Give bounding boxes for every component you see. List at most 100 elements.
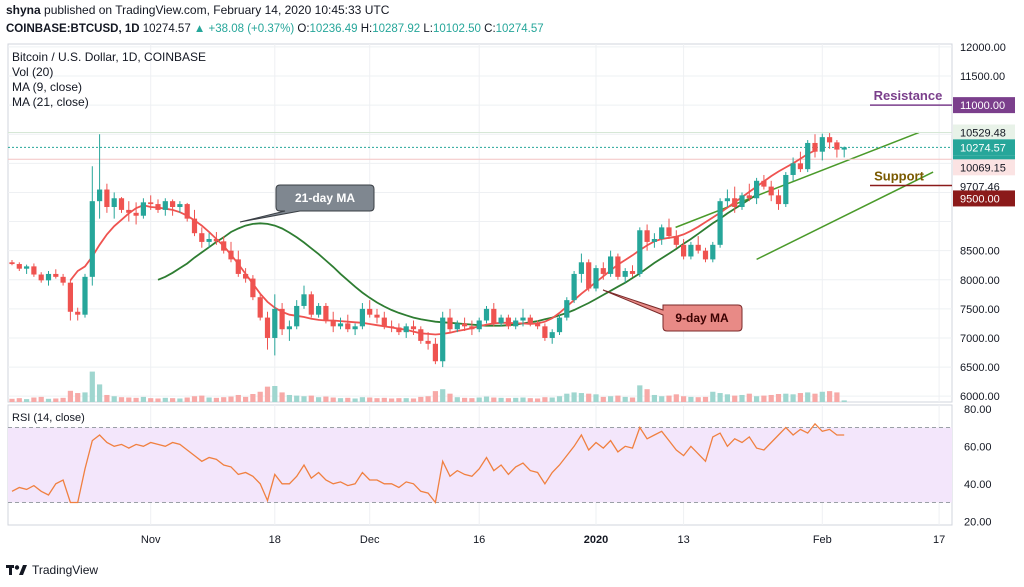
volume-bar bbox=[812, 393, 818, 402]
volume-bar bbox=[775, 394, 782, 402]
candle-body bbox=[126, 209, 132, 213]
candle-body bbox=[754, 180, 760, 199]
volume-bar bbox=[221, 397, 227, 402]
volume-bar bbox=[505, 398, 511, 402]
time-tick-label: 17 bbox=[933, 534, 945, 546]
volume-bar bbox=[308, 395, 314, 402]
rsi-legend: RSI (14, close) bbox=[12, 412, 85, 424]
volume-bar bbox=[126, 397, 132, 402]
volume-bar bbox=[746, 393, 752, 402]
candle-body bbox=[549, 332, 555, 338]
volume-bar bbox=[67, 390, 73, 402]
volume-bar bbox=[213, 397, 219, 402]
candle-body bbox=[140, 202, 146, 216]
candle-body bbox=[819, 137, 825, 152]
ma21-callout-box bbox=[239, 184, 375, 223]
volume-bar bbox=[447, 393, 453, 402]
volume-bar bbox=[666, 395, 672, 402]
volume-bar bbox=[469, 398, 475, 402]
candle-body bbox=[673, 236, 679, 245]
candle-body bbox=[688, 244, 694, 257]
candle-body bbox=[841, 147, 847, 150]
candle-body bbox=[542, 326, 548, 338]
candle-body bbox=[272, 308, 278, 338]
volume-bar bbox=[352, 398, 358, 402]
candle-body bbox=[235, 259, 241, 274]
up-triangle-icon: ▲ bbox=[193, 23, 206, 35]
candle-body bbox=[681, 244, 687, 257]
rsi-band bbox=[8, 427, 952, 503]
volume-bar bbox=[272, 386, 278, 402]
volume-bar bbox=[695, 397, 701, 402]
symbol-label: COINBASE:BTCUSD, 1D bbox=[6, 23, 140, 35]
candle-body bbox=[695, 244, 701, 251]
rsi-tick-label: 40.00 bbox=[964, 479, 992, 491]
candle-body bbox=[556, 317, 563, 333]
price-tick-label: 6000.00 bbox=[960, 391, 1000, 403]
price-tick-label: 7500.00 bbox=[960, 304, 1000, 316]
ma9-price-tag: 9707.46 bbox=[960, 181, 1000, 193]
candle-body bbox=[184, 204, 190, 219]
candle-body bbox=[571, 273, 577, 301]
volume-bar bbox=[834, 392, 840, 402]
candle-body bbox=[498, 317, 504, 324]
candle-body bbox=[104, 189, 110, 207]
candle-body bbox=[783, 174, 789, 205]
volume-bar bbox=[243, 396, 249, 402]
publisher-name: shyna bbox=[6, 3, 41, 17]
candle-body bbox=[367, 308, 373, 315]
low-price-tag-bg bbox=[953, 159, 1015, 176]
high-label: H: bbox=[360, 23, 373, 35]
candle-body bbox=[644, 230, 650, 242]
volume-bar bbox=[301, 396, 307, 402]
volume-bar bbox=[659, 396, 665, 402]
volume-bar bbox=[345, 397, 351, 402]
footer-brand[interactable]: TradingView bbox=[6, 563, 98, 577]
candle-body bbox=[206, 239, 212, 242]
candle-body bbox=[250, 278, 256, 298]
last-price-tag-bg bbox=[953, 139, 1015, 156]
candle-body bbox=[403, 326, 409, 333]
volume-bar bbox=[323, 396, 329, 402]
time-tick-label: Nov bbox=[141, 534, 161, 546]
channel-upper-line bbox=[675, 131, 920, 229]
volume-bar bbox=[148, 398, 154, 402]
time-tick-label: 16 bbox=[473, 534, 485, 546]
volume-bar bbox=[673, 394, 679, 402]
candle-body bbox=[710, 244, 716, 260]
candle-body bbox=[834, 142, 840, 150]
candle-body bbox=[432, 343, 438, 362]
volume-bar bbox=[97, 384, 103, 402]
candle-body bbox=[264, 317, 271, 338]
candle-body bbox=[513, 320, 519, 327]
candle-body bbox=[9, 262, 15, 265]
candle-body bbox=[812, 142, 818, 152]
candle-body bbox=[651, 239, 657, 242]
candle-body bbox=[279, 308, 285, 330]
volume-bar bbox=[118, 397, 125, 402]
volume-bar bbox=[367, 397, 373, 402]
candle-body bbox=[535, 323, 541, 327]
candle-body bbox=[133, 212, 139, 216]
volume-bar bbox=[462, 397, 468, 402]
candle-body bbox=[221, 241, 227, 251]
volume-bar bbox=[257, 391, 263, 402]
channel-lower-line bbox=[756, 171, 934, 261]
volume-bar bbox=[710, 391, 716, 402]
candle-body bbox=[111, 198, 117, 207]
candle-body bbox=[162, 201, 168, 210]
volume-bar bbox=[761, 395, 767, 402]
high-value: 10287.92 bbox=[372, 23, 421, 35]
volume-bar bbox=[432, 391, 438, 402]
candle-body bbox=[483, 308, 490, 321]
candle-body bbox=[418, 329, 424, 341]
time-tick-label: 2020 bbox=[584, 534, 608, 546]
candle-body bbox=[24, 266, 30, 269]
high-price-tag: 10529.48 bbox=[960, 128, 1006, 140]
time-tick-label: 13 bbox=[677, 534, 689, 546]
candle-body bbox=[666, 227, 672, 237]
candle-body bbox=[702, 250, 709, 260]
support-price-tag-bg bbox=[953, 190, 1015, 207]
candle-body bbox=[316, 305, 322, 315]
